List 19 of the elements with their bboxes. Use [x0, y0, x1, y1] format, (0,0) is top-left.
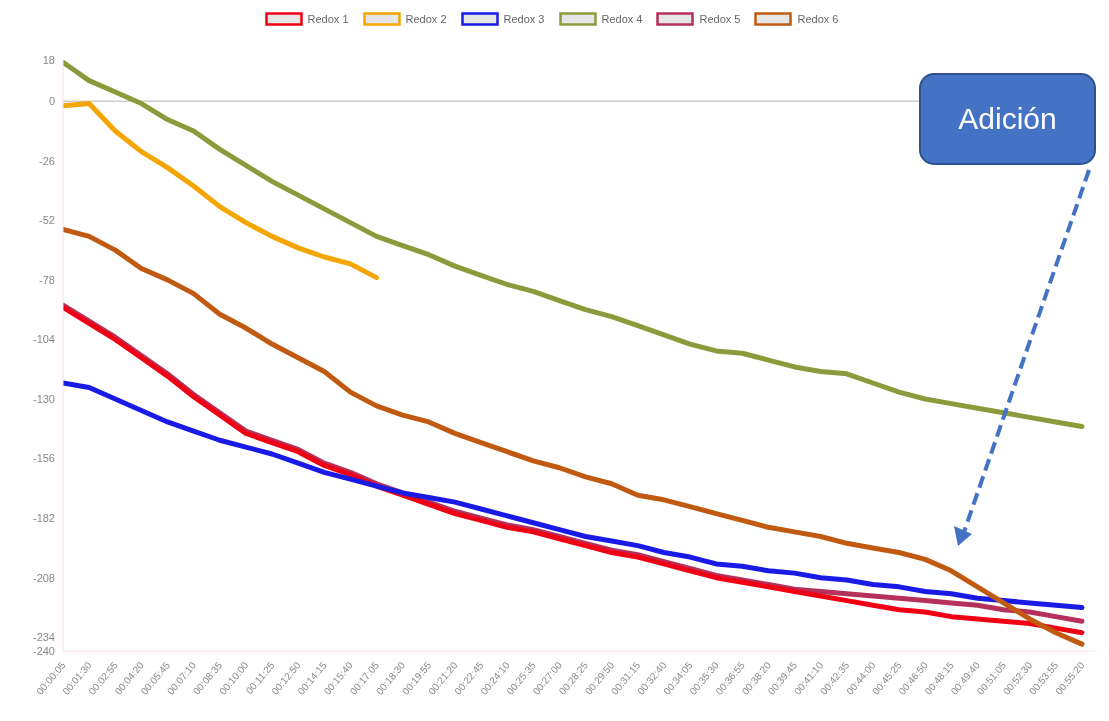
legend-label: Redox 6: [797, 13, 839, 25]
y-tick-label: -208: [32, 571, 55, 584]
y-tick-label: 0: [48, 95, 55, 108]
y-tick-label: -130: [32, 392, 55, 405]
y-tick-label: -78: [39, 273, 55, 286]
legend-label: Redox 5: [699, 13, 741, 25]
y-tick-label: -26: [39, 154, 55, 167]
y-tick-label: -234: [32, 631, 55, 644]
legend-label: Redox 3: [503, 13, 545, 25]
legend-label: Redox 2: [405, 13, 447, 25]
y-tick-label: -240: [32, 644, 55, 657]
y-tick-label: -182: [32, 512, 55, 525]
y-tick-label: 18: [42, 53, 55, 66]
y-tick-label: -104: [32, 333, 55, 346]
annotation: Adición: [958, 102, 1057, 135]
y-tick-label: -52: [39, 214, 55, 227]
legend-label: Redox 1: [307, 13, 349, 25]
legend-label: Redox 4: [601, 13, 643, 25]
y-tick-label: -156: [32, 452, 55, 465]
